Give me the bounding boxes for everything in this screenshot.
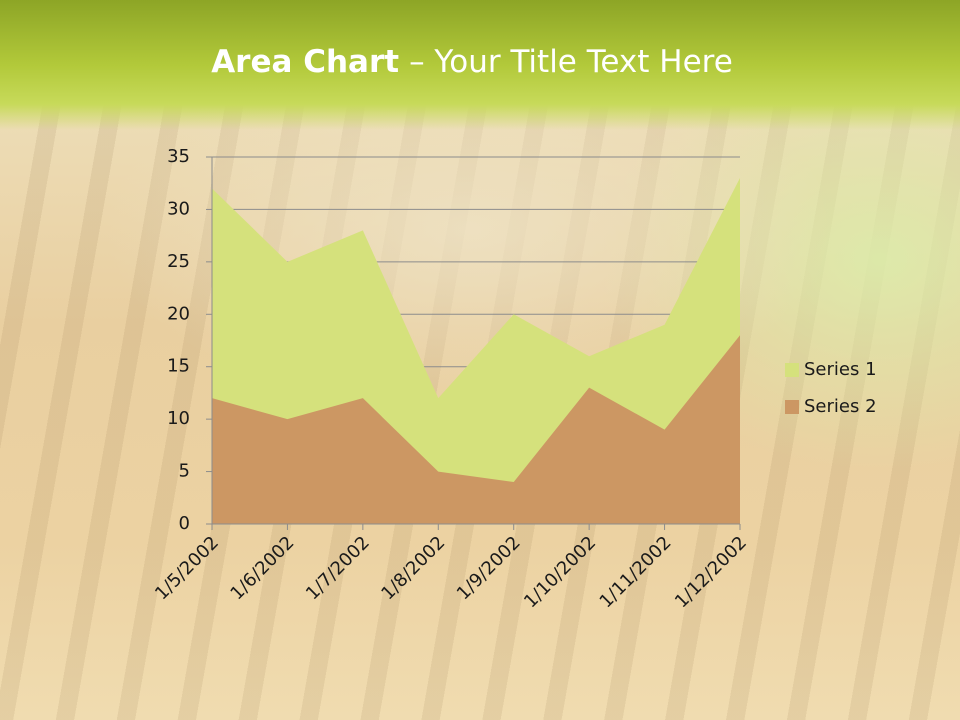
legend-label: Series 1: [804, 359, 877, 380]
legend-label: Series 2: [804, 396, 877, 417]
y-tick-label: 35: [167, 146, 190, 167]
y-tick-label: 30: [167, 198, 190, 219]
x-tick-label: 1/6/2002: [226, 532, 298, 604]
x-tick-label: 1/5/2002: [151, 532, 223, 604]
title-rest: – Your Title Text Here: [409, 44, 733, 80]
x-tick-label: 1/11/2002: [596, 532, 676, 612]
y-tick-label: 5: [179, 461, 190, 482]
y-tick-label: 20: [167, 303, 190, 324]
y-tick-label: 15: [167, 356, 190, 377]
x-tick-label: 1/7/2002: [302, 532, 374, 604]
title-band: [0, 0, 960, 130]
y-tick-label: 0: [179, 513, 190, 534]
title-bold: Area Chart: [211, 44, 399, 80]
legend-swatch: [785, 363, 799, 377]
x-tick-label: 1/10/2002: [520, 532, 600, 612]
chart-title: Area Chart – Your Title Text Here: [211, 44, 733, 80]
legend-swatch: [785, 400, 799, 414]
area: [212, 335, 740, 524]
x-tick-label: 1/12/2002: [671, 532, 751, 612]
x-tick-label: 1/8/2002: [377, 532, 449, 604]
y-tick-label: 25: [167, 251, 190, 272]
y-tick-label: 10: [167, 408, 190, 429]
x-tick-label: 1/9/2002: [453, 532, 525, 604]
